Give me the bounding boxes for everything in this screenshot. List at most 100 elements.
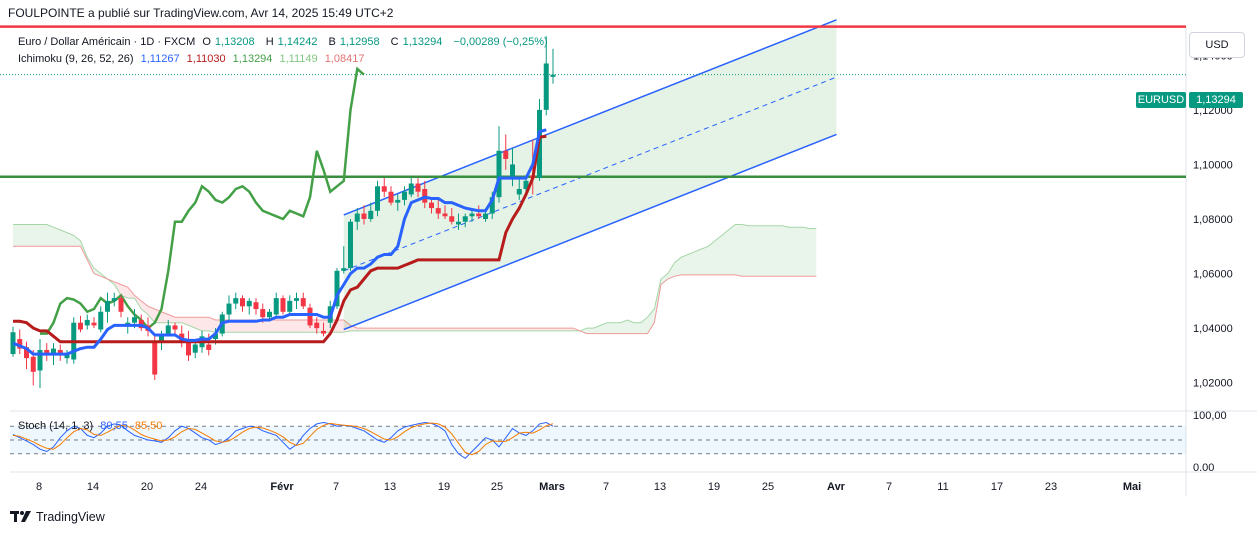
cloud-segment: [397, 328, 405, 331]
cloud-segment: [26, 224, 34, 247]
cloud-segment: [539, 328, 547, 331]
ichimoku-span-a-value: 1,11149: [279, 53, 318, 65]
ichimoku-kijun-value: 1,11030: [186, 53, 226, 65]
currency-selector[interactable]: USD: [1189, 32, 1245, 58]
cloud-segment: [33, 224, 40, 247]
candle: [98, 306, 104, 333]
candle-body: [186, 339, 191, 356]
candle-body: [10, 332, 16, 355]
candle-body: [429, 202, 434, 209]
cloud-segment: [67, 232, 74, 247]
cloud-segment: [809, 228, 817, 277]
candle-body: [456, 221, 461, 225]
last-price-tag: 1,13294: [1189, 92, 1243, 108]
candle-body: [415, 183, 421, 192]
candle: [341, 246, 347, 274]
cloud-segment: [634, 322, 641, 334]
symbol-tag: EURUSD: [1136, 92, 1186, 108]
candle: [17, 329, 23, 355]
candle-body: [152, 341, 158, 375]
candle-body: [287, 300, 293, 312]
cloud-segment: [721, 229, 729, 275]
candle: [388, 186, 394, 206]
candle-body: [132, 317, 137, 323]
time-tick-label: 19: [708, 481, 720, 493]
candle: [105, 292, 110, 323]
time-tick-label: 20: [141, 481, 153, 493]
cloud-segment: [283, 319, 290, 333]
candle-body: [267, 311, 272, 318]
ohlc-close: C 1,13294: [390, 36, 443, 48]
candle-body: [375, 186, 380, 211]
cloud-segment: [438, 328, 445, 331]
candle-body: [253, 302, 259, 310]
cloud-segment: [478, 328, 486, 331]
cloud-segment: [431, 328, 439, 331]
cloud-segment: [377, 328, 385, 331]
footer-brand[interactable]: TradingView: [10, 510, 105, 524]
cloud-segment: [418, 328, 425, 331]
cloud-segment: [613, 322, 621, 334]
candle: [381, 178, 387, 198]
cloud-segment: [694, 249, 702, 275]
candle: [118, 295, 124, 318]
candle-body: [307, 307, 313, 326]
candle-body: [294, 298, 299, 301]
candle: [287, 295, 293, 315]
cloud-segment: [384, 328, 391, 331]
cloud-segment: [519, 328, 526, 331]
cloud-segment: [249, 319, 256, 333]
candle-body: [462, 216, 468, 222]
candle: [294, 292, 299, 310]
cloud-segment: [364, 328, 371, 331]
channel-middle-line: [343, 76, 837, 272]
cloud-segment: [19, 224, 27, 247]
candle: [354, 208, 360, 230]
time-tick-label: 13: [654, 481, 666, 493]
time-tick-label: 25: [491, 481, 503, 493]
cloud-segment: [391, 328, 398, 331]
candle: [543, 36, 549, 116]
candle-body: [388, 191, 394, 203]
candle-body: [91, 322, 97, 326]
candle-body: [348, 221, 353, 269]
time-tick-label: 13: [384, 481, 396, 493]
cloud-segment: [492, 328, 499, 331]
stoch-d-line: [12, 422, 554, 456]
candle-body: [435, 208, 441, 214]
cloud-segment: [73, 235, 81, 247]
cloud-segment: [53, 227, 61, 247]
candle: [435, 199, 441, 219]
candle-body: [489, 197, 495, 214]
stoch-legend: Stoch (14, 1, 3) 80,55 85,50: [18, 420, 166, 432]
cloud-segment: [485, 328, 493, 331]
candle: [24, 341, 29, 370]
cloud-segment: [600, 322, 607, 334]
cloud-segment: [465, 328, 472, 331]
senkou-span-b: [13, 245, 817, 335]
cloud-segment: [161, 311, 169, 323]
candle: [78, 315, 83, 333]
candle-body: [240, 298, 245, 307]
cloud-segment: [505, 328, 513, 331]
candle: [469, 210, 475, 222]
cloud-segment: [661, 273, 668, 285]
candle: [273, 292, 279, 318]
candle-body: [37, 349, 43, 371]
candle-body: [483, 213, 488, 219]
candle-body: [449, 216, 455, 222]
cloud-segment: [46, 224, 54, 247]
candle-body: [64, 354, 70, 359]
stoch-d-value: 85,50: [134, 420, 163, 432]
cloud-segment: [708, 240, 715, 275]
candle: [516, 178, 522, 200]
cloud-segment: [755, 225, 763, 277]
time-tick-label: 23: [1045, 481, 1057, 493]
candle-body: [395, 199, 401, 203]
candle: [334, 268, 340, 310]
stoch-k-value: 80,55: [100, 420, 128, 432]
cloud-segment: [208, 317, 216, 333]
cloud-segment: [566, 328, 574, 331]
candle-body: [510, 164, 515, 179]
